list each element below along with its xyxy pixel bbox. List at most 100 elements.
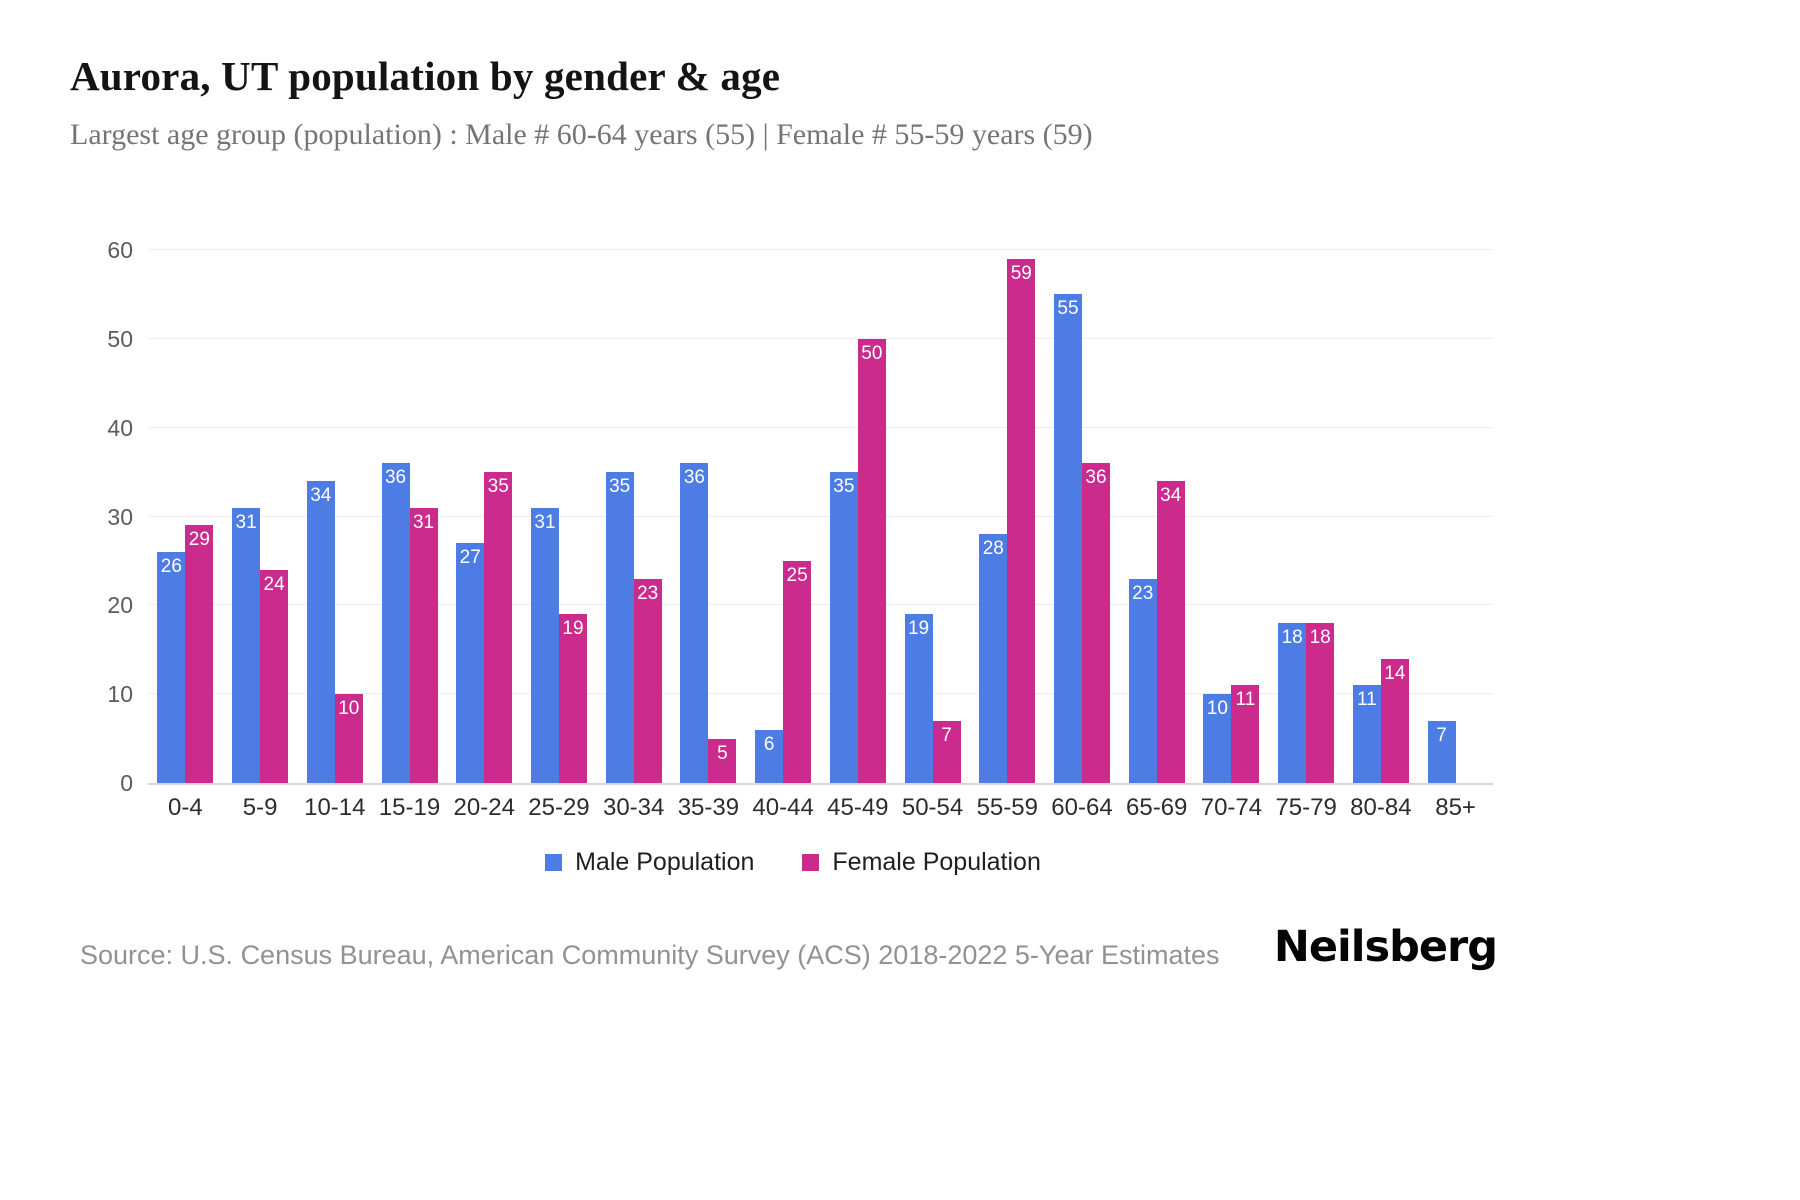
bar-female-50-54[interactable]: 7 <box>932 720 961 783</box>
bar-female-60-64[interactable]: 36 <box>1081 463 1110 783</box>
y-axis-label: 10 <box>107 681 133 708</box>
bar-value-label: 19 <box>907 618 930 640</box>
bar-group-5-9: 31 24 <box>223 250 298 783</box>
x-axis-label: 85+ <box>1435 794 1476 821</box>
gridline <box>148 604 1493 606</box>
bar-female-65-69[interactable]: 34 <box>1156 480 1185 783</box>
bar-male-55-59[interactable]: 28 <box>979 534 1008 783</box>
grouped-bar-chart: 0 10 20 30 40 50 60 26 29 31 24 34 10 36 31 27 35 31 19 35… <box>78 237 1508 858</box>
bar-male-70-74[interactable]: 10 <box>1203 694 1232 783</box>
x-axis-label: 60-64 <box>1051 794 1113 821</box>
y-axis-label: 60 <box>107 237 133 263</box>
bar-female-75-79[interactable]: 18 <box>1306 623 1335 783</box>
x-axis-label: 10-14 <box>304 794 366 821</box>
chart-title: Aurora, UT population by gender & age <box>70 53 781 99</box>
y-axis-label: 30 <box>107 503 133 530</box>
bar-group-70-74: 10 11 <box>1194 250 1269 783</box>
bar-group-60-64: 55 36 <box>1045 250 1120 783</box>
bar-male-80-84[interactable]: 11 <box>1352 685 1381 783</box>
bar-female-5-9[interactable]: 24 <box>260 569 289 783</box>
bar-value-label: 36 <box>683 467 705 489</box>
bar-male-20-24[interactable]: 27 <box>456 543 485 783</box>
bar-female-25-29[interactable]: 19 <box>558 614 587 783</box>
chart-subtitle: Largest age group (population) : Male # … <box>70 118 1093 151</box>
plot-area: 26 29 31 24 34 10 36 31 27 35 31 19 35 23 36 5 6 25 35 50 19… <box>148 249 1493 785</box>
legend-item-female: Female Population <box>802 848 1041 877</box>
y-axis-label: 50 <box>107 325 133 352</box>
x-axis: 0-4 5-9 10-14 15-19 20-24 25-29 30-34 35-39 40-4… <box>148 794 1493 822</box>
bar-female-30-34[interactable]: 23 <box>633 578 662 783</box>
bar-male-75-79[interactable]: 18 <box>1278 623 1307 783</box>
bars-container: 26 29 31 24 34 10 36 31 27 35 31 19 35 23 36 5 6 25 35 50 19… <box>148 250 1493 783</box>
neilsberg-logo: Neilsberg <box>1273 922 1498 972</box>
bar-group-35-39: 36 5 <box>671 250 746 783</box>
bar-male-30-34[interactable]: 35 <box>605 472 634 783</box>
bar-group-10-14: 34 10 <box>297 250 372 783</box>
gridline <box>148 337 1493 339</box>
bar-value-label: 18 <box>1281 627 1303 649</box>
legend-swatch-female <box>802 854 820 871</box>
bar-value-label: 6 <box>763 733 775 755</box>
x-axis-label: 70-74 <box>1200 794 1263 821</box>
bar-value-label: 34 <box>1160 484 1182 506</box>
bar-female-0-4[interactable]: 29 <box>185 525 214 783</box>
y-axis-label: 0 <box>120 770 133 796</box>
bar-value-label: 35 <box>487 476 509 498</box>
bar-male-85+[interactable]: 7 <box>1427 720 1456 783</box>
legend-swatch-male <box>545 854 563 871</box>
bar-value-label: 11 <box>1356 689 1377 711</box>
x-axis-label: 65-69 <box>1126 794 1188 821</box>
bar-male-0-4[interactable]: 26 <box>157 552 186 783</box>
bar-value-label: 50 <box>861 342 883 364</box>
bar-female-40-44[interactable]: 25 <box>783 560 812 783</box>
legend: Male Population Female Population <box>78 848 1508 877</box>
x-axis-label: 0-4 <box>168 794 203 821</box>
bar-male-10-14[interactable]: 34 <box>306 480 335 783</box>
bar-female-10-14[interactable]: 10 <box>334 694 363 783</box>
bar-group-65-69: 23 34 <box>1119 250 1194 783</box>
bar-value-label: 31 <box>534 511 556 533</box>
x-axis-label: 40-44 <box>752 794 814 821</box>
bar-value-label: 26 <box>160 556 182 578</box>
bar-female-80-84[interactable]: 14 <box>1380 658 1409 783</box>
source-note: Source: U.S. Census Bureau, American Com… <box>80 940 1220 970</box>
bar-value-label: 55 <box>1057 298 1079 320</box>
bar-value-label: 23 <box>637 582 659 604</box>
bar-male-50-54[interactable]: 19 <box>904 614 933 783</box>
bar-female-35-39[interactable]: 5 <box>708 738 737 783</box>
x-axis-label: 55-59 <box>976 794 1038 821</box>
bar-female-45-49[interactable]: 50 <box>857 338 886 783</box>
bar-female-55-59[interactable]: 59 <box>1007 258 1036 783</box>
bar-value-label: 34 <box>310 484 332 506</box>
legend-item-male: Male Population <box>545 848 754 877</box>
bar-group-80-84: 11 14 <box>1344 250 1419 783</box>
x-axis-label: 80-84 <box>1350 794 1412 821</box>
bar-value-label: 10 <box>1206 698 1228 720</box>
gridline <box>148 693 1493 695</box>
bar-female-15-19[interactable]: 31 <box>409 507 438 783</box>
x-axis-label: 25-29 <box>528 794 590 821</box>
bar-female-20-24[interactable]: 35 <box>484 472 513 783</box>
gridline <box>148 515 1493 517</box>
bar-value-label: 10 <box>338 698 360 720</box>
bar-male-15-19[interactable]: 36 <box>381 463 410 783</box>
bar-male-40-44[interactable]: 6 <box>755 729 784 783</box>
bar-male-35-39[interactable]: 36 <box>680 463 709 783</box>
x-axis-label: 15-19 <box>378 794 441 821</box>
bar-male-45-49[interactable]: 35 <box>829 472 858 783</box>
bar-male-25-29[interactable]: 31 <box>530 507 559 783</box>
x-axis-label: 75-79 <box>1275 794 1337 821</box>
bar-female-70-74[interactable]: 11 <box>1231 685 1260 783</box>
bar-value-label: 19 <box>562 618 584 640</box>
bar-group-0-4: 26 29 <box>148 250 223 783</box>
bar-value-label: 23 <box>1132 582 1154 604</box>
x-axis-label: 50-54 <box>901 794 964 821</box>
bar-male-60-64[interactable]: 55 <box>1053 294 1082 783</box>
bar-male-5-9[interactable]: 31 <box>232 507 261 783</box>
bar-value-label: 18 <box>1309 627 1331 649</box>
bar-male-65-69[interactable]: 23 <box>1128 578 1157 783</box>
bar-value-label: 24 <box>263 573 285 595</box>
bar-value-label: 7 <box>1436 724 1447 746</box>
bar-group-55-59: 28 59 <box>970 250 1045 783</box>
